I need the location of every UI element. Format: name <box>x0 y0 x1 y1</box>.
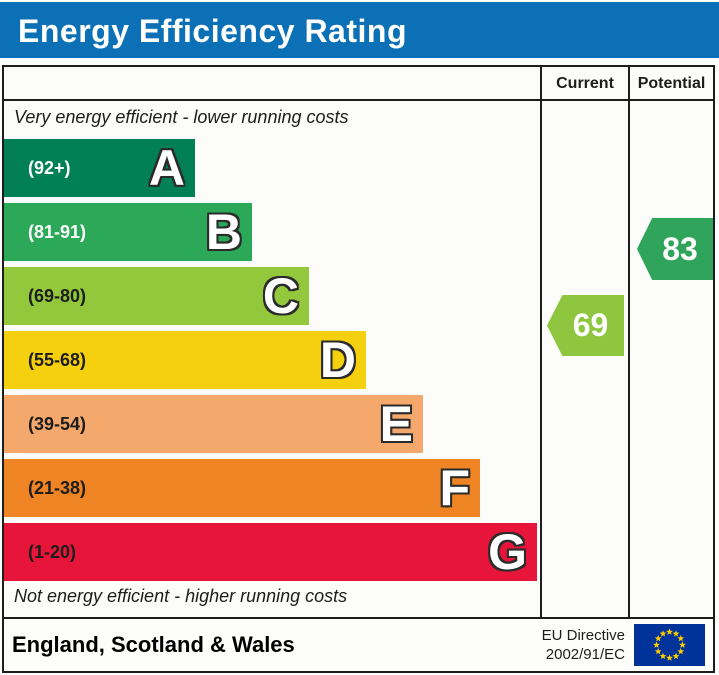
rating-table: Current Potential Very energy efficient … <box>2 65 715 673</box>
region-label: England, Scotland & Wales <box>12 632 295 657</box>
band-row-b: (81-91) B <box>4 203 252 261</box>
band-range-label: (39-54) <box>28 413 87 434</box>
band-range-label: (69-80) <box>28 285 87 306</box>
band-range-label: (1-20) <box>28 541 77 562</box>
footer-rule <box>4 617 713 619</box>
band-row-f: (21-38) F <box>4 459 480 517</box>
current-rating-value: 69 <box>572 307 609 343</box>
potential-rating-value: 83 <box>662 230 698 267</box>
band-row-c: (69-80) C <box>4 267 309 325</box>
top-note: Very energy efficient - lower running co… <box>14 107 349 127</box>
band-range-label: (21-38) <box>28 477 87 498</box>
band-letter: C <box>262 268 299 324</box>
band-letter: F <box>439 460 470 516</box>
potential-rating-arrow: 83 <box>637 218 713 280</box>
current-rating-arrow: 69 <box>547 295 624 356</box>
current-column-divider <box>540 67 542 619</box>
footer: England, Scotland & Wales EU Directive 2… <box>4 619 713 671</box>
potential-column-divider <box>628 67 630 619</box>
column-header-current: Current <box>556 75 614 92</box>
title-bar: Energy Efficiency Rating <box>0 2 719 58</box>
eu-directive-line2: 2002/91/EC <box>545 646 625 663</box>
eu-directive-label: EU Directive 2002/91/EC <box>485 626 625 664</box>
band-letter: A <box>148 140 185 196</box>
header-rule <box>4 99 713 101</box>
band-row-e: (39-54) E <box>4 395 423 453</box>
column-header-potential: Potential <box>637 75 706 92</box>
band-range-label: (55-68) <box>28 349 87 370</box>
band-letter: E <box>379 396 413 452</box>
band-range-label: (92+) <box>28 157 71 178</box>
band-row-d: (55-68) D <box>4 331 366 389</box>
band-letter: D <box>319 332 356 388</box>
bottom-note: Not energy efficient - higher running co… <box>14 586 348 606</box>
band-range-label: (81-91) <box>28 221 87 242</box>
band-row-g: (1-20) G <box>4 523 537 581</box>
page-title: Energy Efficiency Rating <box>18 13 407 49</box>
eu-directive-line1: EU Directive <box>541 627 625 644</box>
band-row-a: (92+) A <box>4 139 195 197</box>
band-letter: G <box>488 524 527 580</box>
eu-flag-icon <box>634 624 705 666</box>
band-letter: B <box>205 204 242 260</box>
